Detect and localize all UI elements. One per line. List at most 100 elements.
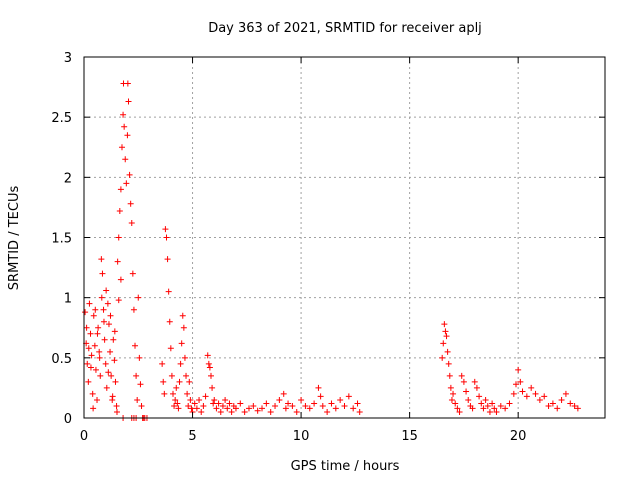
data-point	[460, 378, 467, 385]
data-point	[117, 276, 124, 283]
data-point	[122, 156, 129, 163]
data-point	[489, 400, 496, 407]
data-point	[215, 400, 222, 407]
data-point	[354, 400, 361, 407]
data-point	[198, 408, 205, 415]
data-point	[121, 123, 128, 130]
data-point	[107, 312, 114, 319]
data-point	[245, 405, 252, 412]
data-point	[482, 396, 489, 403]
data-point	[259, 405, 266, 412]
data-point	[163, 234, 170, 241]
data-point	[90, 312, 97, 319]
data-point	[117, 186, 124, 193]
data-point	[558, 396, 565, 403]
data-point	[282, 405, 289, 412]
data-point	[180, 324, 187, 331]
data-point	[82, 309, 89, 316]
data-point	[289, 402, 296, 409]
data-point	[89, 390, 96, 397]
data-point	[515, 366, 522, 373]
data-point	[87, 364, 94, 371]
data-point	[159, 360, 166, 367]
data-point	[441, 321, 448, 328]
data-point	[512, 381, 519, 388]
data-point	[134, 396, 141, 403]
data-point	[116, 208, 123, 215]
data-point	[497, 402, 504, 409]
data-point	[111, 328, 118, 335]
data-point	[486, 408, 493, 415]
data-point	[191, 400, 198, 407]
data-point	[562, 390, 569, 397]
data-point	[447, 384, 454, 391]
data-point	[502, 405, 509, 412]
data-point	[99, 270, 106, 277]
data-point	[174, 400, 181, 407]
data-point	[171, 402, 178, 409]
data-point	[193, 405, 200, 412]
data-point	[311, 400, 318, 407]
chart-title: Day 363 of 2021, SRMTID for receiver apl…	[208, 21, 482, 36]
data-point	[454, 405, 461, 412]
data-point	[480, 405, 487, 412]
data-point	[350, 405, 357, 412]
data-point	[188, 405, 195, 412]
y-tick-label: 1.5	[51, 232, 72, 247]
data-point	[85, 345, 92, 352]
x-axis-label: GPS time / hours	[291, 459, 400, 474]
data-point	[523, 393, 530, 400]
data-point	[112, 378, 119, 385]
data-point	[237, 400, 244, 407]
data-point	[115, 234, 122, 241]
data-point	[446, 372, 453, 379]
data-point	[109, 393, 116, 400]
data-point	[185, 402, 192, 409]
data-point	[232, 405, 239, 412]
data-point	[196, 396, 203, 403]
data-point	[211, 396, 218, 403]
data-point	[85, 378, 92, 385]
data-point	[202, 393, 209, 400]
x-tick-label: 20	[510, 429, 527, 444]
data-point	[465, 396, 472, 403]
data-point	[175, 405, 182, 412]
x-tick-label: 5	[188, 429, 196, 444]
data-point	[213, 405, 220, 412]
data-point	[130, 306, 137, 313]
data-point	[100, 318, 107, 325]
data-point	[176, 378, 183, 385]
data-point	[115, 297, 122, 304]
data-point	[228, 408, 235, 415]
data-point	[173, 384, 180, 391]
data-point	[207, 372, 214, 379]
data-point	[103, 384, 110, 391]
y-tick-label: 3	[64, 51, 72, 66]
y-tick-label: 0	[64, 412, 72, 427]
data-point	[181, 354, 188, 361]
data-point	[94, 396, 101, 403]
data-point	[241, 408, 248, 415]
data-point	[506, 400, 513, 407]
y-tick-label: 2.5	[51, 111, 72, 126]
data-point	[172, 396, 179, 403]
data-point	[302, 402, 309, 409]
data-point	[536, 396, 543, 403]
data-point	[293, 408, 300, 415]
data-point	[98, 256, 105, 263]
data-point	[476, 393, 483, 400]
data-point	[222, 396, 229, 403]
data-point	[345, 393, 352, 400]
data-point	[111, 357, 118, 364]
data-point	[206, 364, 213, 371]
data-point	[478, 400, 485, 407]
data-point	[129, 270, 136, 277]
data-point	[187, 396, 194, 403]
data-point	[168, 372, 175, 379]
data-point	[272, 402, 279, 409]
data-point	[574, 405, 581, 412]
data-point	[96, 348, 103, 355]
y-tick-label: 0.5	[51, 352, 72, 367]
data-point	[161, 390, 168, 397]
data-point	[280, 390, 287, 397]
